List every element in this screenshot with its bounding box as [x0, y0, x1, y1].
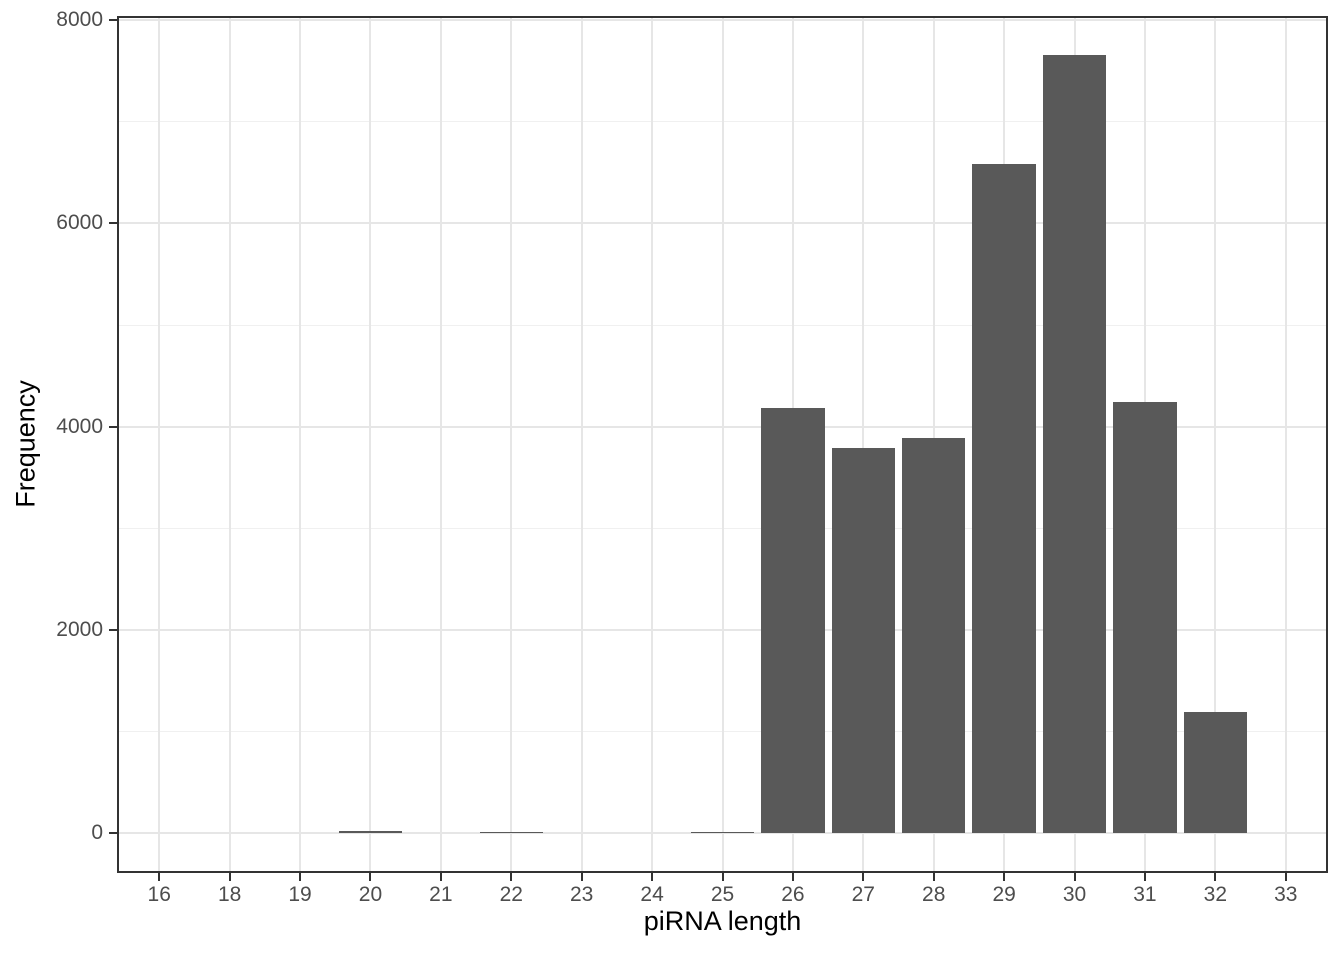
gridline-x-22: [510, 16, 513, 873]
x-tick-29: [1003, 873, 1006, 881]
x-tick-label-24: 24: [640, 883, 664, 906]
y-tick-label-2000: 2000: [56, 618, 103, 642]
gridline-x-18: [228, 16, 231, 873]
x-tick-32: [1214, 873, 1217, 881]
x-tick-label-18: 18: [217, 883, 242, 906]
bar-31: [1113, 402, 1177, 834]
gridline-x-33: [1284, 16, 1287, 873]
x-tick-label-23: 23: [569, 883, 594, 906]
bar-27: [831, 448, 895, 834]
y-axis-title: Frequency: [10, 380, 41, 508]
gridline-x-24: [651, 16, 654, 873]
bar-29: [972, 164, 1036, 834]
x-axis-title: piRNA length: [643, 906, 802, 936]
x-tick-27: [862, 873, 865, 881]
x-tick-label-33: 33: [1274, 883, 1298, 906]
plot-panel: [117, 16, 1328, 873]
y-tick-label-6000: 6000: [56, 211, 103, 235]
x-tick-28: [932, 873, 935, 881]
bar-28: [902, 437, 966, 834]
gridline-x-27: [862, 16, 865, 873]
y-tick-2000: [109, 629, 117, 632]
x-tick-33: [1284, 873, 1287, 881]
x-tick-label-19: 19: [288, 883, 312, 906]
y-tick-label-0: 0: [91, 821, 103, 845]
gridline-x-25: [721, 16, 724, 873]
y-tick-label-8000: 8000: [56, 8, 103, 32]
x-tick-31: [1143, 873, 1146, 881]
gridline-x-32: [1214, 16, 1217, 873]
y-tick-8000: [109, 19, 117, 22]
x-tick-label-22: 22: [499, 883, 523, 906]
y-tick-label-4000: 4000: [56, 414, 103, 438]
x-tick-label-27: 27: [851, 883, 875, 906]
y-tick-6000: [109, 222, 117, 225]
y-tick-4000: [109, 425, 117, 428]
gridline-x-21: [439, 16, 442, 873]
x-tick-label-28: 28: [922, 883, 946, 906]
x-tick-label-20: 20: [358, 883, 383, 906]
bar-26: [761, 408, 825, 834]
y-tick-0: [109, 832, 117, 835]
gridline-x-19: [299, 16, 302, 873]
x-tick-label-31: 31: [1133, 883, 1157, 906]
x-tick-26: [791, 873, 794, 881]
x-tick-19: [299, 873, 302, 881]
x-tick-20: [369, 873, 372, 881]
x-tick-22: [510, 873, 513, 881]
x-tick-25: [721, 873, 724, 881]
x-tick-label-29: 29: [992, 883, 1016, 906]
x-tick-label-32: 32: [1203, 883, 1228, 906]
gridline-x-16: [158, 16, 161, 873]
x-tick-24: [651, 873, 654, 881]
x-tick-21: [439, 873, 442, 881]
x-tick-16: [158, 873, 161, 881]
bar-22: [479, 831, 543, 834]
x-tick-23: [580, 873, 583, 881]
x-tick-label-26: 26: [781, 883, 805, 906]
bar-25: [690, 832, 755, 834]
x-tick-30: [1073, 873, 1076, 881]
x-tick-label-21: 21: [429, 883, 453, 906]
bar-30: [1042, 54, 1107, 834]
x-tick-label-25: 25: [710, 883, 735, 906]
x-tick-18: [228, 873, 231, 881]
bar-32: [1183, 712, 1248, 834]
gridline-x-23: [580, 16, 583, 873]
bar-20: [338, 831, 403, 834]
gridline-x-20: [369, 16, 372, 873]
x-tick-label-30: 30: [1062, 883, 1087, 906]
x-tick-label-16: 16: [147, 883, 171, 906]
